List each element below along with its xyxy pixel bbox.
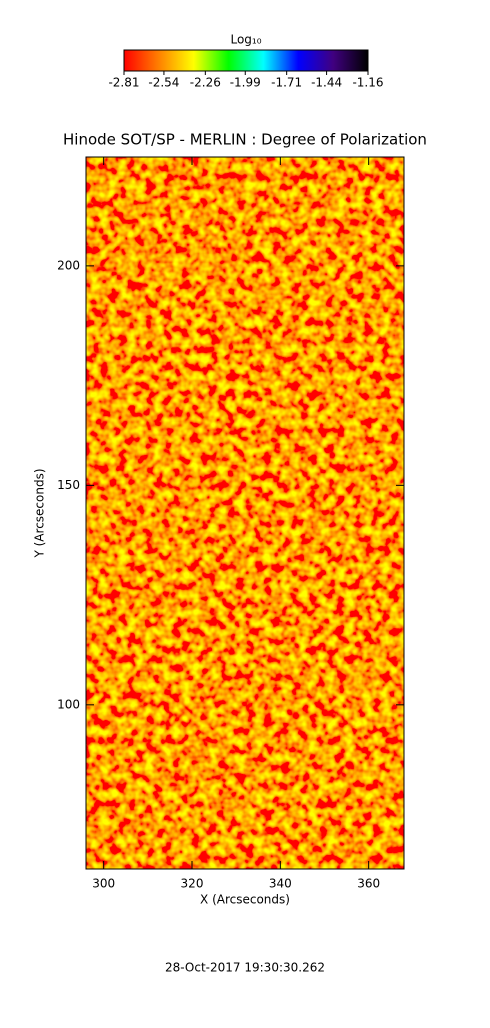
chart-title: Hinode SOT/SP - MERLIN : Degree of Polar… [63,131,427,149]
x-axis-label: X (Arcseconds) [200,893,290,907]
colorbar-tick-label: -1.16 [352,76,383,90]
plot-frame [85,156,405,870]
colorbar [123,49,369,72]
y-tick-label: 150 [57,478,80,492]
y-tick-label: 200 [57,258,80,272]
colorbar-tick-label: -1.44 [311,76,342,90]
heatmap-image [86,157,404,869]
colorbar-tick-label: -2.81 [108,76,139,90]
colorbar-tick-label: -1.71 [271,76,302,90]
x-tick-label: 300 [92,877,115,891]
footer-timestamp: 28-Oct-2017 19:30:30.262 [165,961,325,975]
y-axis-label: Y (Arcseconds) [33,468,47,558]
x-tick-label: 360 [357,877,380,891]
colorbar-label: Log₁₀ [230,33,261,47]
x-tick-label: 340 [269,877,292,891]
x-tick-label: 320 [181,877,204,891]
colorbar-tick-label: -2.26 [190,76,221,90]
colorbar-tick-label: -2.54 [148,76,179,90]
y-tick-label: 100 [57,697,80,711]
colorbar-tick-label: -1.99 [230,76,261,90]
